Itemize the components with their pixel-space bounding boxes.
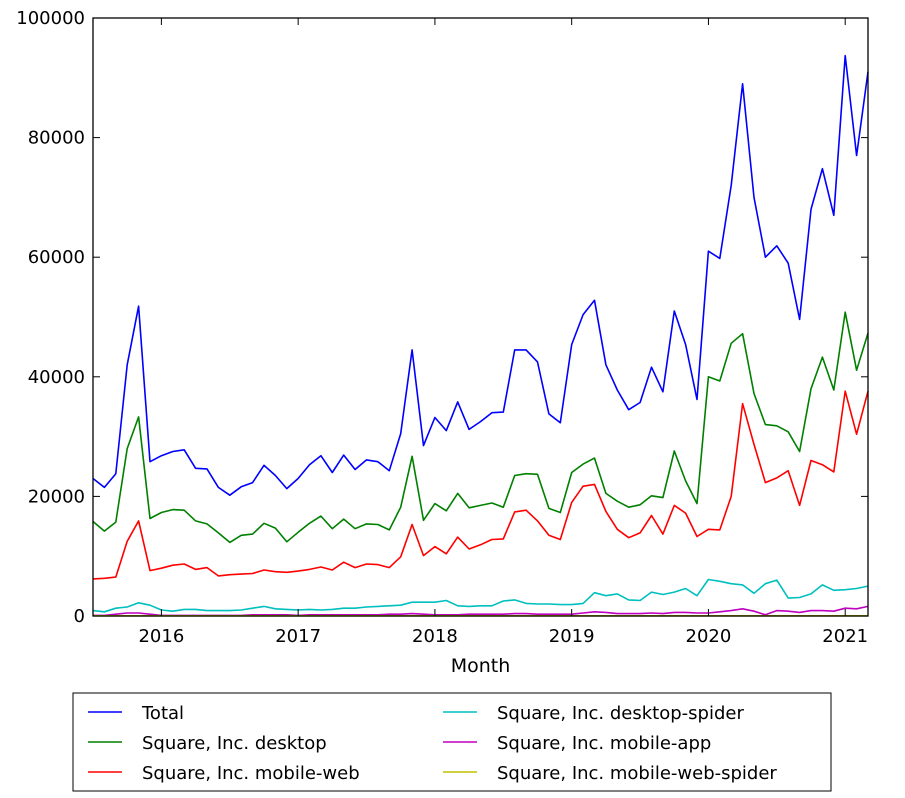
x-tick-label: 2017 [275,626,321,647]
x-axis: 2016 2017 2018 2019 2020 2021 [138,18,868,647]
x-tick-label: 2021 [822,626,868,647]
y-tick-label: 100000 [16,8,85,29]
y-tick-label: 60000 [28,247,85,268]
y-tick-label: 20000 [28,486,85,507]
x-tick-label: 2020 [686,626,732,647]
y-axis: 0 20000 40000 60000 80000 100000 [16,8,868,627]
series-line-0 [92,54,869,497]
legend: Total Square, Inc. desktop Square, Inc. mo… [72,692,832,792]
x-axis-label: Month [451,655,511,677]
y-tick-label: 40000 [28,367,85,388]
series-line-3 [92,578,869,613]
legend-entry: Square, Inc. mobile-web [142,763,360,784]
plot-frame [92,17,869,617]
x-tick-label: 2019 [549,626,595,647]
series-lines [92,54,869,617]
legend-entry: Square, Inc. mobile-web-spider [497,763,777,784]
legend-entry: Square, Inc. desktop [142,733,327,754]
y-tick-label: 80000 [28,128,85,149]
series-line-2 [92,390,869,580]
y-tick-label: 0 [74,606,85,627]
series-line-1 [92,311,869,544]
legend-entry: Total [141,703,184,724]
legend-entry: Square, Inc. mobile-app [497,733,711,754]
legend-entry: Square, Inc. desktop-spider [497,703,744,724]
x-tick-label: 2018 [412,626,458,647]
x-tick-label: 2016 [138,626,184,647]
